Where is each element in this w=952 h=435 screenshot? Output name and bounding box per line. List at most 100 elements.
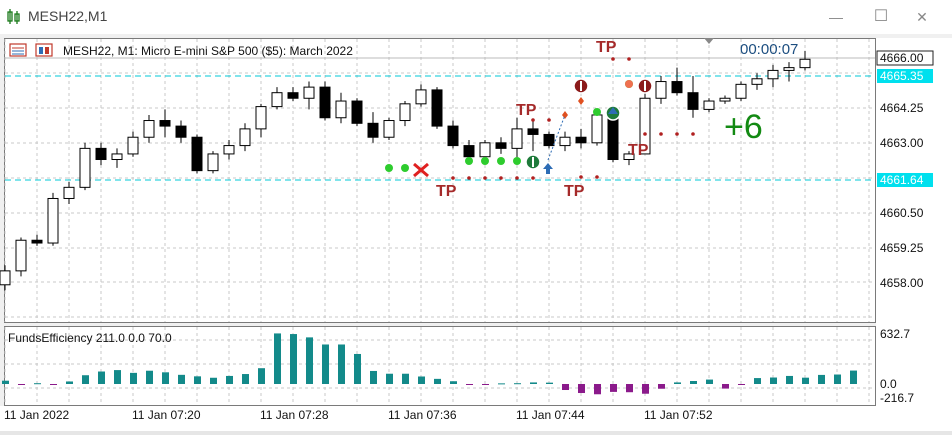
lower-level-box [877,173,933,187]
candlestick-app-icon [7,9,20,24]
bear-candle [543,133,555,147]
efficiency-bar [450,381,457,384]
take-profit-label: TP [436,183,457,200]
sell-diamond-icon [578,97,584,105]
efficiency-bar [82,375,89,384]
efficiency-bar [50,384,57,385]
efficiency-bar [482,384,489,385]
indicator-window[interactable] [4,326,876,406]
efficiency-bar [594,384,601,395]
bull-candle [223,145,235,155]
bear-candle [495,142,507,149]
take-profit-dot [515,176,519,180]
time-tick: 11 Jan 07:20 [132,408,201,422]
symbol-book-icon[interactable] [35,43,53,57]
profit-label: +6 [724,108,763,146]
efficiency-bar [834,374,841,384]
efficiency-bar [706,379,713,384]
take-profit-dot [547,118,551,122]
efficiency-bar [642,384,649,394]
bull-candle [799,58,811,69]
take-profit-dot [451,176,455,180]
bear-candle [607,114,619,161]
bull-candle [207,153,219,172]
efficiency-bar [562,384,569,391]
minimize-button[interactable]: — [829,9,843,25]
bull-candle [751,78,763,85]
chart-header-label: MESH22, M1: Micro E-mini S&P 500 ($5): M… [63,44,353,58]
efficiency-bar [258,368,265,384]
bull-candle [303,86,315,99]
bar-countdown-timer: 00:00:07 [740,41,798,58]
efficiency-bar [98,371,105,384]
take-profit-dot [499,176,503,180]
bull-candle [735,83,747,99]
signal-dot-orange [625,80,633,88]
bear-candle [95,147,107,161]
efficiency-bar [242,374,249,384]
buy-arrow-icon [608,107,618,114]
price-scale[interactable] [876,38,952,406]
take-profit-dot [691,132,695,136]
bear-candle [431,89,443,127]
price-tick: 4663.00 [880,136,924,150]
bear-candle [527,128,539,135]
bull-candle [143,120,155,138]
bear-candle [687,92,699,110]
time-tick: 11 Jan 07:28 [260,408,329,422]
window-title: MESH22,M1 [28,8,108,24]
bear-candle [367,122,379,138]
efficiency-bar [114,370,121,384]
bull-candle [271,92,283,108]
bull-candle [591,114,603,144]
efficiency-bar [578,384,585,394]
price-tick: 4664.25 [880,101,924,115]
efficiency-bar [754,378,761,384]
efficiency-bar [354,353,361,384]
close-button[interactable]: ✕ [916,9,928,25]
status-strip [0,431,952,435]
take-profit-dot [467,176,471,180]
bear-candle [463,145,475,158]
bull-candle [415,89,427,105]
signal-dot-green [465,157,473,165]
time-tick: 11 Jan 2022 [4,408,69,422]
efficiency-bar [722,384,729,389]
take-profit-dot [595,175,599,179]
bull-candle [15,239,27,272]
take-profit-label: TP [564,183,585,200]
bear-candle [319,86,331,119]
bear-candle [575,136,587,144]
efficiency-bar [130,372,137,384]
signal-dot-green [593,108,601,116]
bear-candle [159,120,171,127]
maximize-button[interactable]: ☐ [873,8,889,25]
efficiency-bar [802,377,809,384]
bull-candle [719,97,731,102]
bull-candle [63,186,75,199]
efficiency-bar [850,370,857,384]
efficiency-bar [66,381,73,384]
time-scale[interactable] [0,406,952,431]
indicator-tick: -216.7 [880,391,914,405]
efficiency-bar [514,383,521,385]
trade-line [547,114,566,161]
efficiency-bar [546,382,553,384]
bull-candle [783,67,795,71]
efficiency-bar [690,380,697,384]
take-profit-label: TP [596,39,617,56]
bull-candle [511,128,523,149]
efficiency-bar [818,374,825,384]
bull-candle [655,81,667,99]
current-price-box [876,50,934,66]
indicator-label: FundsEfficiency 211.0 0.0 70.0 [8,331,172,345]
take-profit-dot [611,57,615,61]
take-profit-dot [531,176,535,180]
signal-dot-green [385,164,393,172]
time-tick: 11 Jan 07:44 [516,408,585,422]
chart-list-icon[interactable] [9,43,27,57]
bull-candle [335,100,347,119]
bear-candle [351,100,363,124]
efficiency-bar [530,382,537,384]
bull-candle [399,103,411,122]
